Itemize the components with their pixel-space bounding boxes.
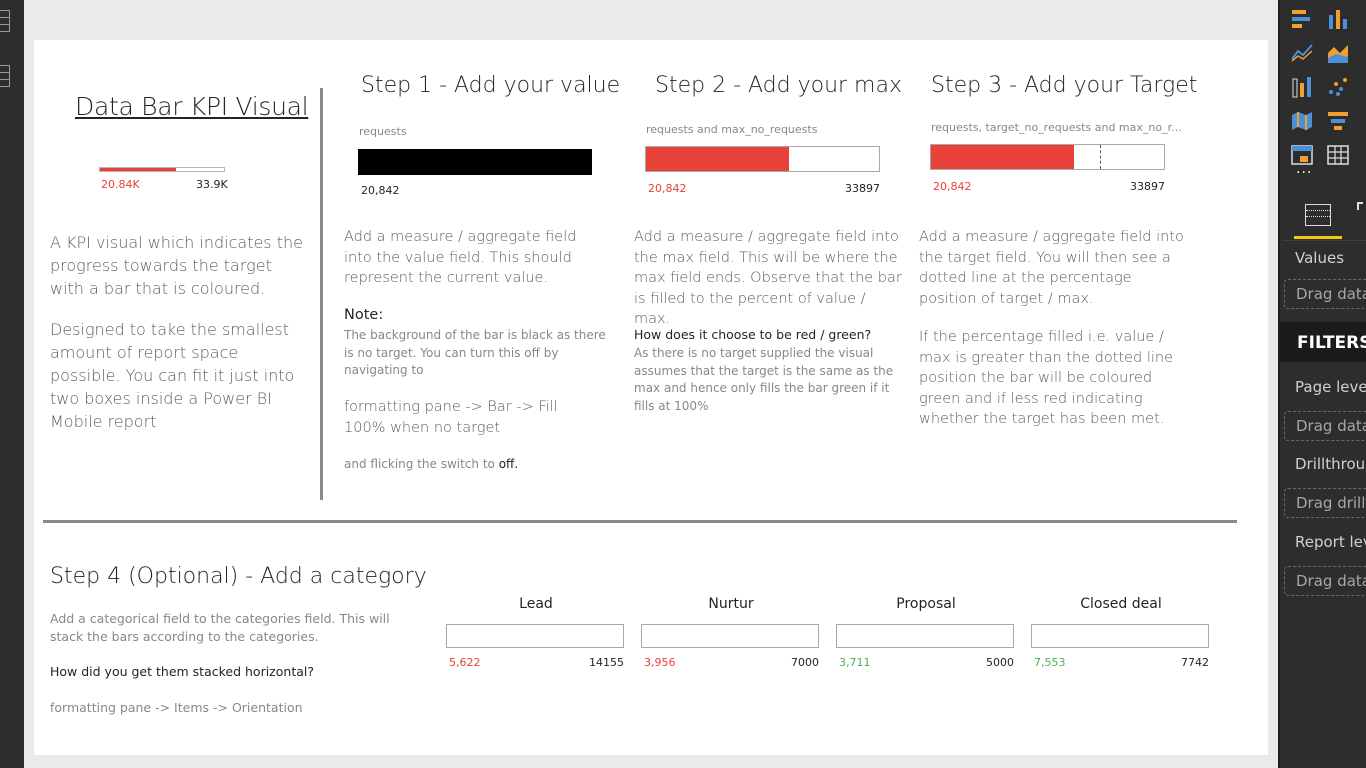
description-paragraph-1: A KPI visual which indicates the progres… xyxy=(50,233,303,298)
step1-flick-off: off. xyxy=(498,457,519,471)
mini-kpi-value: 20.84K xyxy=(101,178,140,191)
drillthrough-drop-zone[interactable]: Drag drillt xyxy=(1284,488,1366,518)
step1-note-heading: Note: xyxy=(344,307,384,323)
description-paragraph-2: Designed to take the smallest amount of … xyxy=(50,320,295,431)
fields-tab[interactable] xyxy=(1294,196,1342,239)
step2-bar-fill xyxy=(646,147,790,171)
step2-data-bar xyxy=(645,146,880,172)
category-nurtur-max: 7000 xyxy=(791,656,819,669)
stacked-bar-chart-icon[interactable] xyxy=(1290,7,1314,31)
step3-text: Add a measure / aggregate field into the… xyxy=(919,229,1184,307)
table-visual-icon[interactable] xyxy=(1290,143,1314,167)
category-nurtur-bar xyxy=(641,624,819,648)
report-canvas: Data Bar KPI Visual 20.84K 33.9K A KPI v… xyxy=(34,40,1268,755)
mini-kpi-bar xyxy=(99,167,225,172)
fields-icon xyxy=(1305,204,1331,226)
category-proposal-max: 5000 xyxy=(986,656,1014,669)
values-drop-zone[interactable]: Drag data xyxy=(1284,279,1366,309)
category-nurtur-value: 3,956 xyxy=(644,656,676,669)
filters-header: FILTERS xyxy=(1280,322,1366,362)
category-lead-value: 5,622 xyxy=(449,656,481,669)
visual-description: A KPI visual which indicates the progres… xyxy=(50,231,305,433)
category-closed-deal-max: 7742 xyxy=(1181,656,1209,669)
category-proposal-value: 3,711 xyxy=(839,656,871,669)
step1-heading: Step 1 - Add your value xyxy=(361,73,621,98)
category-proposal-bar xyxy=(836,624,1014,648)
step1-field-label: requests xyxy=(359,125,407,138)
category-lead-max: 14155 xyxy=(589,656,624,669)
category-closed-deal-heading: Closed deal xyxy=(1080,596,1162,612)
step1-flick-text: and flicking the switch to xyxy=(344,457,495,471)
step1-note-text: The background of the bar is black as th… xyxy=(344,328,606,377)
drillthrough-drop-text: Drag drillt xyxy=(1296,494,1366,512)
step3-max-label: 33897 xyxy=(1130,180,1165,193)
drillthrough-label: Drillthrough xyxy=(1295,455,1366,473)
step2-heading: Step 2 - Add your max xyxy=(655,73,902,98)
values-well-label: Values xyxy=(1295,249,1345,267)
mini-kpi-max: 33.9K xyxy=(196,178,228,191)
mini-kpi-fill xyxy=(100,168,177,171)
category-closed-deal-bar xyxy=(1031,624,1209,648)
line-chart-icon[interactable] xyxy=(1290,41,1314,65)
vertical-divider xyxy=(320,88,323,500)
values-drop-text: Drag data xyxy=(1296,285,1366,303)
report-filter-drop-zone[interactable]: Drag data xyxy=(1284,566,1366,596)
model-view-icon[interactable] xyxy=(0,65,10,87)
step1-flick-line: and flicking the switch to off. xyxy=(344,456,518,474)
area-chart-icon[interactable] xyxy=(1326,41,1350,65)
page-filter-drop-text: Drag data xyxy=(1296,417,1366,435)
ribbon-chart-icon[interactable] xyxy=(1290,75,1314,99)
category-proposal-heading: Proposal xyxy=(896,596,956,612)
visual-title-link[interactable]: Data Bar KPI Visual xyxy=(75,92,309,121)
step2-max-label: 33897 xyxy=(845,182,880,195)
step3-target-line xyxy=(1099,145,1101,169)
step2-question: How does it choose to be red / green? xyxy=(634,327,872,342)
horizontal-divider xyxy=(43,520,1237,523)
step4-heading: Step 4 (Optional) - Add a category xyxy=(50,564,427,589)
step2-field-label: requests and max_no_requests xyxy=(646,123,818,136)
left-nav-rail xyxy=(0,0,24,768)
step3-data-bar xyxy=(930,144,1165,170)
report-level-filters-label: Report lev xyxy=(1295,533,1366,551)
step4-answer: formatting pane -> Items -> Orientation xyxy=(50,700,303,715)
step1-data-bar xyxy=(358,149,592,175)
page-filter-drop-zone[interactable]: Drag data xyxy=(1284,411,1366,441)
step1-value-label: 20,842 xyxy=(361,184,400,197)
step2-value-label: 20,842 xyxy=(648,182,687,195)
step3-field-label: requests, target_no_requests and max_no_… xyxy=(931,121,1182,134)
visualizations-panel: ... xyxy=(1278,0,1366,768)
funnel-chart-icon[interactable] xyxy=(1326,109,1350,133)
step3-text-2: If the percentage filled i.e. value / ma… xyxy=(919,329,1174,427)
scatter-chart-icon[interactable] xyxy=(1326,75,1350,99)
category-lead-heading: Lead xyxy=(519,596,553,612)
category-lead-bar xyxy=(446,624,624,648)
category-nurtur-heading: Nurtur xyxy=(708,596,754,612)
filters-title: FILTERS xyxy=(1297,333,1366,353)
category-closed-deal-value: 7,553 xyxy=(1034,656,1066,669)
step3-value-label: 20,842 xyxy=(933,180,972,193)
step4-question: How did you get them stacked horizontal? xyxy=(50,664,314,679)
stacked-column-chart-icon[interactable] xyxy=(1326,7,1350,31)
step1-text: Add a measure / aggregate field into the… xyxy=(344,229,577,286)
matrix-visual-icon[interactable] xyxy=(1326,143,1350,167)
step3-bar-fill xyxy=(931,145,1075,169)
step4-text: Add a categorical field to the categorie… xyxy=(50,611,390,644)
more-visuals-button[interactable]: ... xyxy=(1296,161,1313,177)
page-level-filters-label: Page level xyxy=(1295,378,1366,396)
step1-bar-fill xyxy=(359,150,591,174)
step1-path-text: formatting pane -> Bar -> Fill 100% when… xyxy=(344,399,558,436)
step2-answer: As there is no target supplied the visua… xyxy=(634,346,894,413)
report-filter-drop-text: Drag data xyxy=(1296,572,1366,590)
step2-text: Add a measure / aggregate field into the… xyxy=(634,229,902,327)
map-icon[interactable] xyxy=(1290,109,1314,133)
panel-separator xyxy=(1282,240,1366,241)
format-tab-icon[interactable] xyxy=(1357,202,1363,210)
step3-heading: Step 3 - Add your Target xyxy=(931,73,1198,98)
data-view-icon[interactable] xyxy=(0,10,10,32)
